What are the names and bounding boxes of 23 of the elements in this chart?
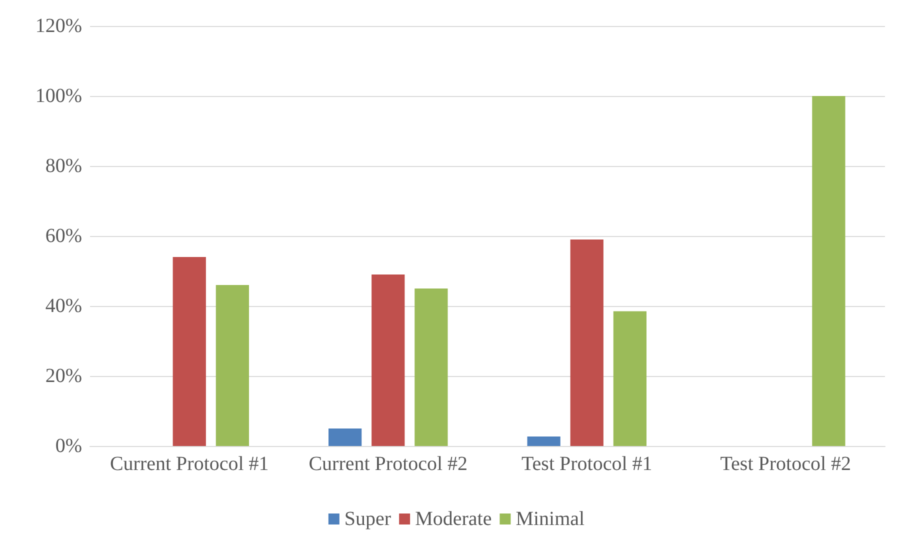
legend-label: Super: [344, 508, 392, 530]
bar: [328, 428, 362, 446]
x-tick-label: Current Protocol #1: [110, 453, 269, 475]
bar: [172, 257, 206, 446]
bar: [414, 288, 448, 446]
x-tick-label: Test Protocol #1: [521, 453, 652, 475]
legend-label: Moderate: [415, 508, 492, 530]
y-tick-label: 100%: [35, 85, 82, 107]
y-tick-label: 20%: [45, 365, 82, 387]
bar: [570, 240, 604, 446]
y-tick-label: 120%: [35, 15, 82, 37]
y-tick-label: 80%: [45, 155, 82, 177]
bar: [527, 436, 560, 446]
y-tick-label: 60%: [45, 225, 82, 247]
y-tick-label: 40%: [45, 295, 82, 317]
x-tick-label: Test Protocol #2: [720, 453, 852, 475]
x-tick-label: Current Protocol #2: [308, 453, 468, 475]
bar: [812, 96, 846, 446]
bar: [613, 311, 646, 446]
y-tick-label: 0%: [55, 435, 82, 457]
legend-label: Minimal: [516, 508, 586, 530]
bar: [372, 274, 405, 446]
bar: [216, 285, 249, 446]
